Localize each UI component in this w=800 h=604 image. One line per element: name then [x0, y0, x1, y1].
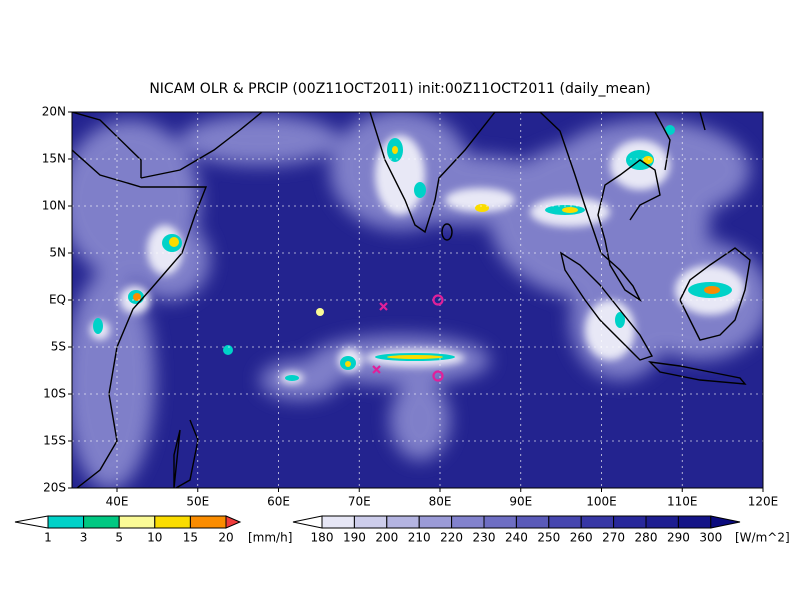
- colorbar-box: [154, 515, 191, 529]
- colorbar-box: [677, 515, 712, 529]
- colorbar-tick-label: 270: [602, 531, 625, 545]
- lon-label: 70E: [348, 495, 371, 509]
- colorbar-unit: [mm/h]: [248, 531, 292, 545]
- colorbar-box: [386, 515, 420, 529]
- colorbar-tick-label: 220: [440, 531, 463, 545]
- colorbar-box: [47, 515, 85, 529]
- colorbar-tick-label: 20: [218, 531, 233, 545]
- lat-label: 5S: [51, 340, 66, 354]
- axis-labels: 20N 15N 10N 5N EQ 5S 10S 15S 20S 40E 50E 60E 70E 80E 9…: [42, 105, 779, 509]
- colorbar-box: [483, 515, 517, 529]
- colorbar-arrow: [292, 515, 323, 529]
- circle-marker: [432, 370, 444, 382]
- colorbar-tick-label: 210: [408, 531, 431, 545]
- colorbar-unit: [W/m^2]: [735, 531, 790, 545]
- colorbar-box: [118, 515, 156, 529]
- colorbar-tick-label: 240: [505, 531, 528, 545]
- colorbar-box: [353, 515, 388, 529]
- cross-marker: [372, 365, 381, 374]
- colorbar-tick-label: 190: [343, 531, 366, 545]
- map-title: NICAM OLR & PRCIP (00Z11OCT2011) init:00…: [149, 81, 650, 97]
- lon-label: 110E: [667, 495, 698, 509]
- colorbars: 1 3 5 10 15 20 [mm/h] 180 190 200 210 220 230 240 250 2…: [14, 515, 790, 545]
- colorbar-box: [548, 515, 582, 529]
- colorbar-box: [645, 515, 679, 529]
- lat-label: 10N: [42, 199, 66, 213]
- lon-label: 50E: [186, 495, 209, 509]
- lat-label: EQ: [49, 293, 66, 307]
- colorbar-box: [451, 515, 485, 529]
- lat-label: 15N: [42, 152, 66, 166]
- lon-label: 80E: [429, 495, 452, 509]
- lat-label: 20S: [43, 481, 66, 495]
- lon-label: 100E: [586, 495, 617, 509]
- lon-label: 60E: [267, 495, 290, 509]
- lon-label: 120E: [748, 495, 779, 509]
- colorbar-box: [580, 515, 615, 529]
- circle-marker: [432, 294, 444, 306]
- colorbar-tick-label: 180: [311, 531, 334, 545]
- lat-label: 10S: [43, 387, 66, 401]
- colorbar-box: [418, 515, 453, 529]
- lon-label: 90E: [509, 495, 532, 509]
- precip-cells: [93, 125, 732, 381]
- colorbar-tick-label: 260: [570, 531, 593, 545]
- colorbar-box: [515, 515, 550, 529]
- colorbar-tick-label: 200: [375, 531, 398, 545]
- storm-markers: [372, 294, 444, 382]
- colorbar-tick-label: 230: [473, 531, 496, 545]
- colorbar-arrow: [710, 515, 741, 529]
- grid-lines: [72, 112, 763, 488]
- colorbar-box: [321, 515, 355, 529]
- lat-label: 5N: [49, 246, 66, 260]
- colorbar-box: [613, 515, 647, 529]
- cross-marker: [379, 302, 388, 311]
- map-area: [72, 112, 763, 488]
- colorbar-tick-label: 300: [699, 531, 722, 545]
- colorbar-tick-label: 290: [667, 531, 690, 545]
- lat-label: 15S: [43, 434, 66, 448]
- colorbar-tick-label: 280: [635, 531, 658, 545]
- colorbar-box: [83, 515, 120, 529]
- colorbar-box: [189, 515, 227, 529]
- lon-label: 40E: [106, 495, 129, 509]
- colorbar-tick-label: 10: [147, 531, 162, 545]
- colorbar-arrow: [14, 515, 49, 529]
- colorbar-tick-label: 250: [537, 531, 560, 545]
- lat-label: 20N: [42, 105, 66, 119]
- colorbar-tick-label: 1: [44, 531, 52, 545]
- colorbar-tick-label: 15: [183, 531, 198, 545]
- colorbar-tick-label: 3: [80, 531, 88, 545]
- colorbar-tick-label: 5: [115, 531, 123, 545]
- colorbar-arrow: [225, 515, 242, 529]
